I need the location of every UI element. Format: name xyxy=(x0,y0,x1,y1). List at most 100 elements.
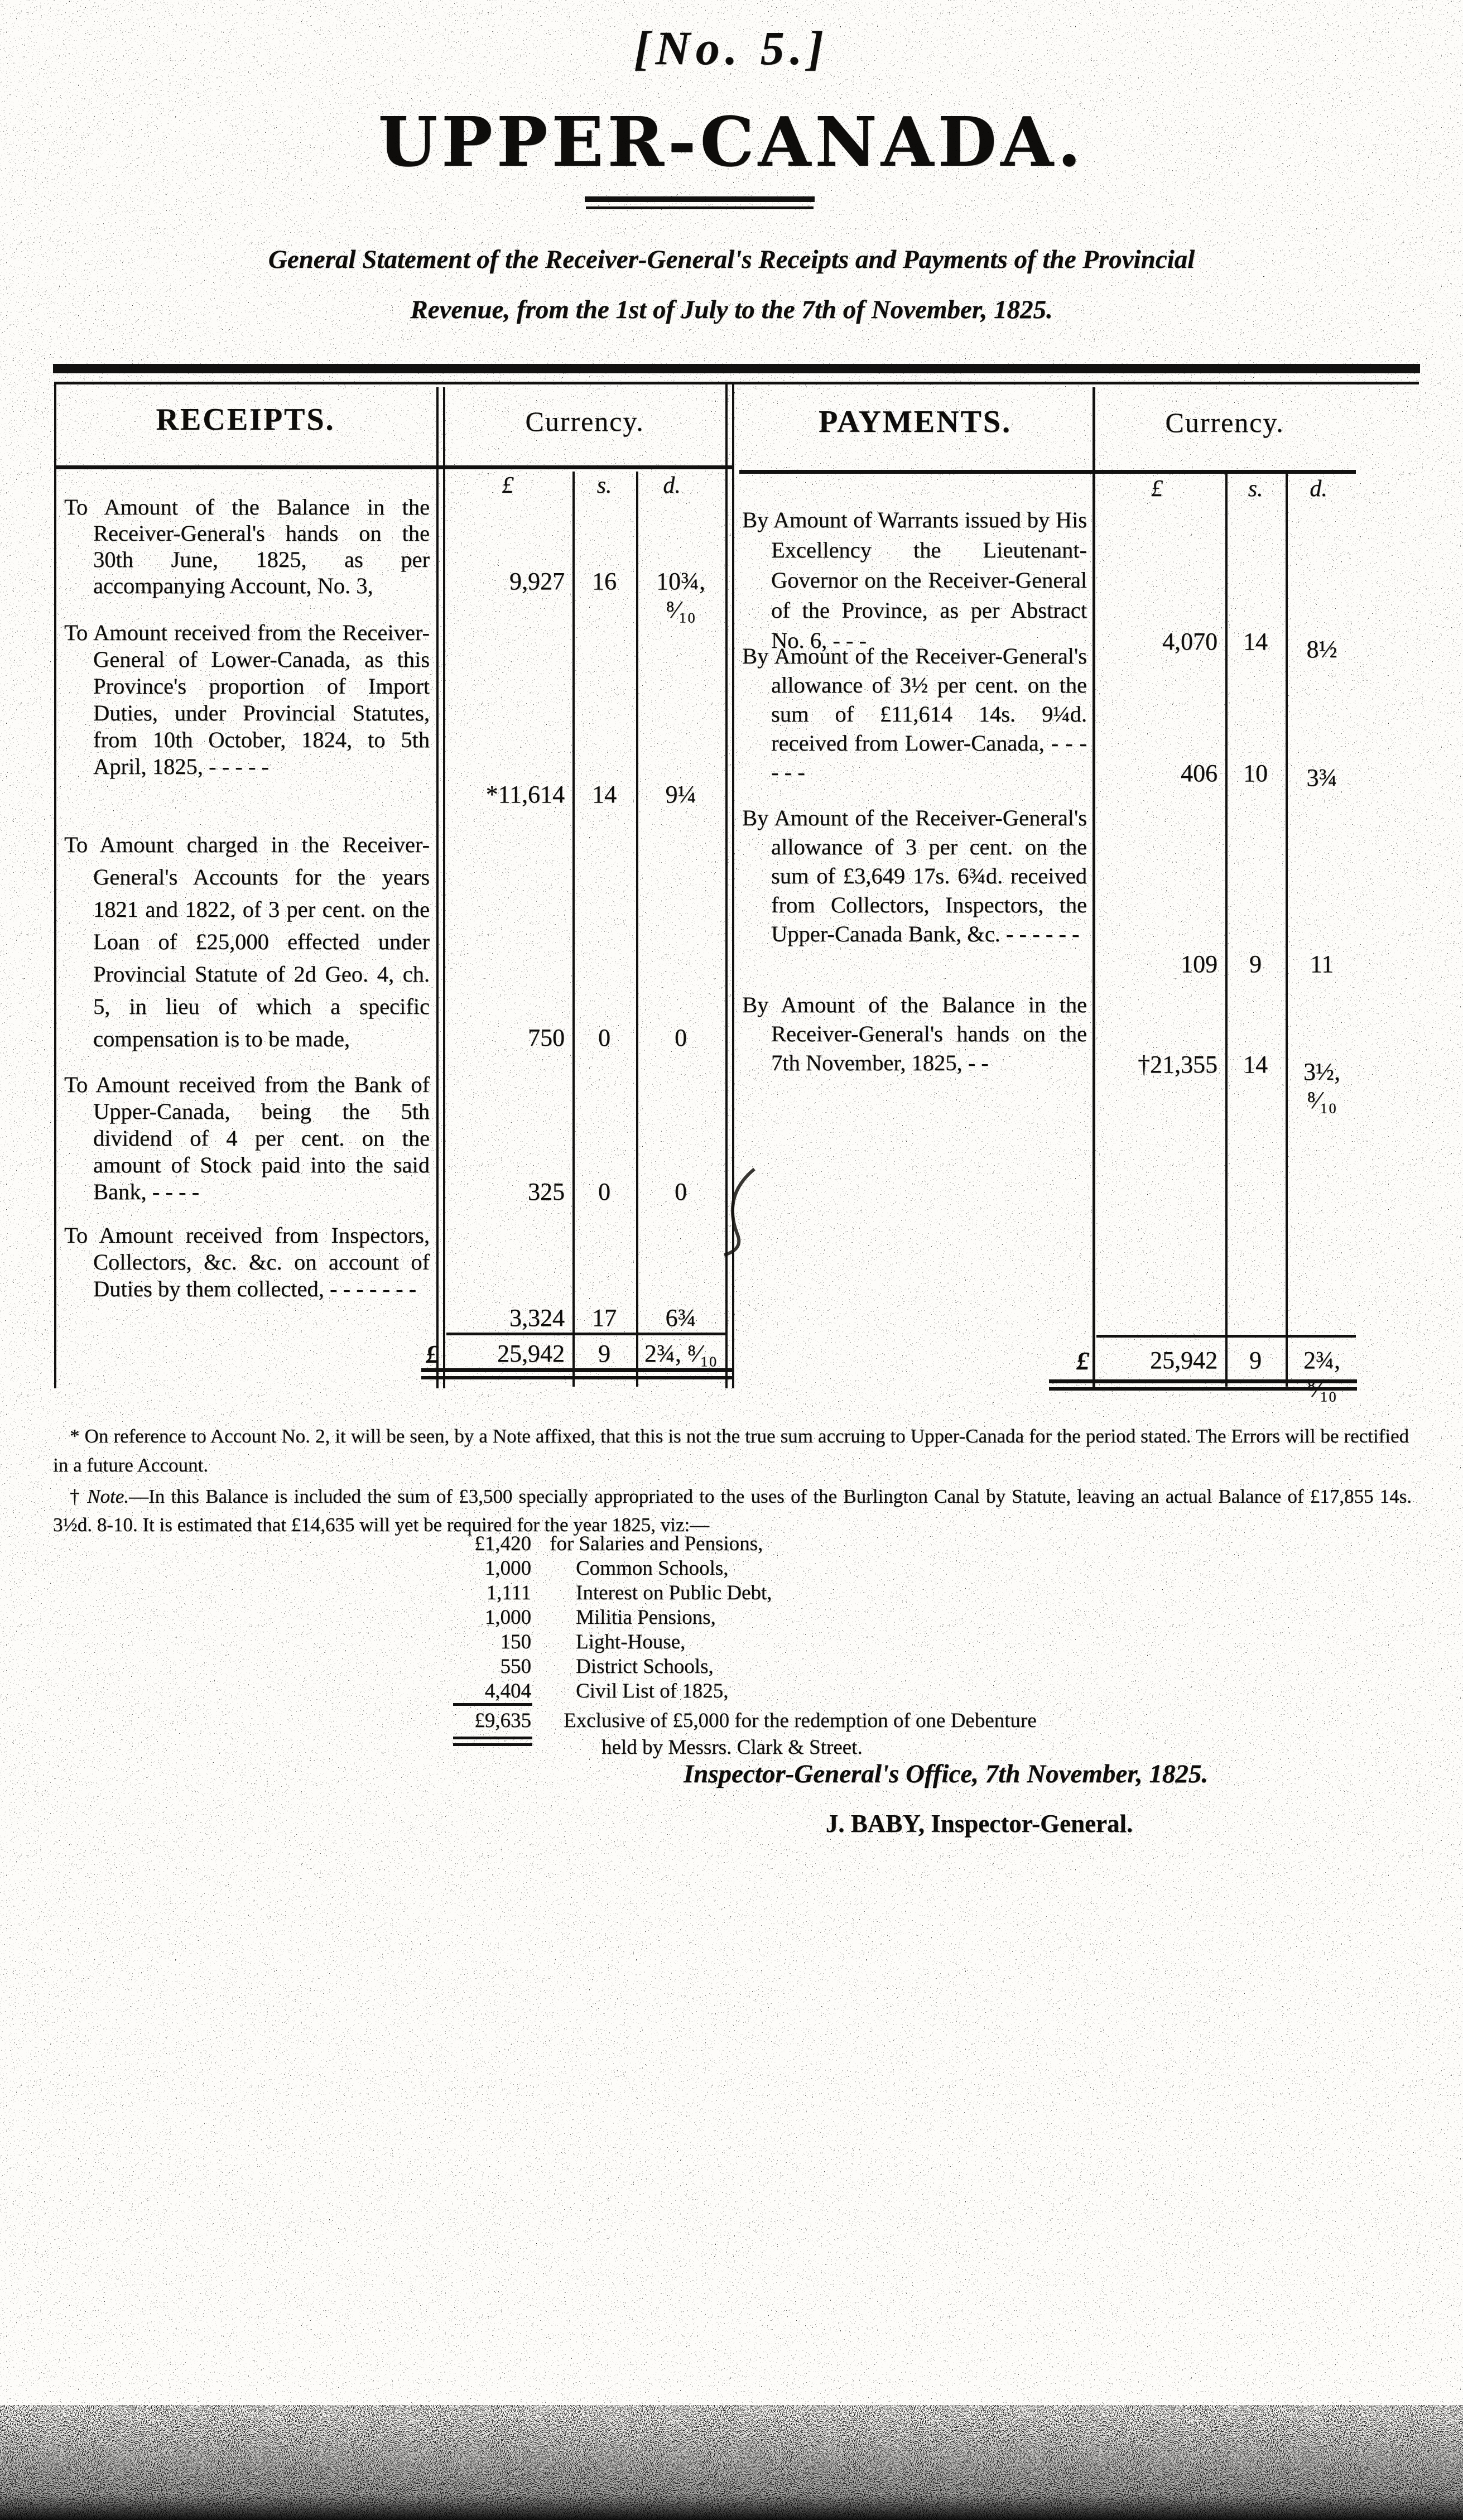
payments-amount-pence: 8½ xyxy=(1306,636,1337,663)
bottom-speckle-band xyxy=(0,2405,1463,2520)
estimate-item-label: District Schools, xyxy=(576,1655,714,1678)
estimate-item-amount: 1,111 xyxy=(486,1581,531,1604)
bottom-dark-band xyxy=(0,2416,1463,2520)
footnote-dagger-marker: † xyxy=(70,1485,88,1507)
receipts-row-description: To Amount charged in the Receiver-Genera… xyxy=(64,832,430,1051)
payments-total-pence: 2¾, ⁸⁄₁₀ xyxy=(1303,1346,1340,1402)
receipts-header-underline xyxy=(54,465,732,469)
estimate-total-double-rule-b xyxy=(453,1743,532,1746)
receipts-amount-pence: 0 xyxy=(675,1178,687,1205)
receipts-amount-pounds: *11,614 xyxy=(485,781,565,808)
receipts-amount-pence: 6¾ xyxy=(665,1304,696,1331)
receipts-total-rule xyxy=(446,1333,725,1335)
receipts-bottom-rule-b xyxy=(421,1376,734,1379)
payments-header: PAYMENTS. xyxy=(819,405,1012,439)
receipts-amount-pence: 10¾, ⁸⁄₁₀ xyxy=(656,568,705,623)
payments-amount-pence: 11 xyxy=(1310,950,1334,978)
payments-amount-pounds: 4,070 xyxy=(1162,628,1217,655)
payments-bottom-rule-a xyxy=(1049,1379,1357,1383)
payments-amount-shillings: 9 xyxy=(1249,950,1262,978)
estimate-total-amount: £9,635 xyxy=(474,1709,531,1732)
payments-bottom-rule-b xyxy=(1049,1387,1357,1391)
statement-line-1: General Statement of the Receiver-Genera… xyxy=(268,245,1195,274)
table-top-rule xyxy=(53,364,1420,373)
statement-line-2: Revenue, from the 1st of July to the 7th… xyxy=(410,295,1053,324)
table-left-border xyxy=(54,384,56,1388)
payments-s-col-header: s. xyxy=(1248,476,1263,502)
receipts-total-currency-symbol: £ xyxy=(426,1340,439,1368)
payments-amount-shillings: 14 xyxy=(1243,1051,1268,1078)
payments-amount-shillings: 10 xyxy=(1243,759,1268,787)
payments-currency-header: Currency. xyxy=(1165,407,1284,438)
payments-amount-shillings: 14 xyxy=(1243,628,1268,655)
receipts-row-description: To Amount received from Inspectors, Coll… xyxy=(64,1223,430,1301)
receipts-total-pounds: 25,942 xyxy=(497,1340,565,1367)
signature-office-line: Inspector-General's Office, 7th November… xyxy=(683,1759,1209,1788)
receipts-amount-shillings: 17 xyxy=(592,1304,617,1331)
payments-amount-pounds: 406 xyxy=(1181,759,1217,787)
receipts-amount-shillings: 14 xyxy=(592,781,617,808)
receipts-pound-s-divider xyxy=(572,472,575,1387)
pen-stroke-artifact xyxy=(724,1167,755,1257)
payments-amount-pounds: 109 xyxy=(1181,950,1217,978)
estimate-item-label: Common Schools, xyxy=(576,1557,729,1580)
receipts-amount-pence: 0 xyxy=(675,1024,687,1051)
doc-number: [No. 5.] xyxy=(634,21,829,75)
estimate-item-label: Militia Pensions, xyxy=(576,1606,716,1629)
estimate-total-rule xyxy=(453,1703,532,1706)
receipts-bottom-rule-a xyxy=(421,1368,734,1372)
estimate-total-label-2: held by Messrs. Clark & Street. xyxy=(601,1736,863,1759)
payments-total-shillings: 9 xyxy=(1249,1346,1262,1374)
payments-header-underline xyxy=(739,470,1356,474)
receipts-pound-col-header: £ xyxy=(502,473,514,498)
receipts-amount-shillings: 0 xyxy=(598,1024,610,1051)
estimate-item-label: Interest on Public Debt, xyxy=(576,1581,772,1604)
receipts-row-description: To Amount of the Balance in the Receiver… xyxy=(64,494,430,598)
receipts-row-description: To Amount received from the Receiver-Gen… xyxy=(64,620,430,779)
payments-row-description: By Amount of the Receiver-General's allo… xyxy=(742,805,1087,946)
receipts-amount-pounds: 750 xyxy=(528,1024,565,1051)
payments-row-description: By Amount of Warrants issued by His Exce… xyxy=(742,507,1087,653)
estimate-item-amount: 4,404 xyxy=(484,1680,531,1703)
estimate-total-double-rule-a xyxy=(453,1737,532,1739)
estimate-item-amount: 550 xyxy=(500,1655,532,1678)
payments-amount-pence: 3½, ⁸⁄₁₀ xyxy=(1303,1058,1340,1114)
receipts-amount-shillings: 0 xyxy=(598,1178,610,1205)
receipts-total-pence: 2¾, ⁸⁄₁₀ xyxy=(644,1340,718,1367)
payments-row-description: By Amount of the Balance in the Receiver… xyxy=(742,992,1087,1075)
estimate-item-amount: 1,000 xyxy=(484,1557,531,1580)
estimate-total-label-1: Exclusive of £5,000 for the redemption o… xyxy=(564,1709,1037,1732)
table-top-rule-thin xyxy=(54,382,1419,384)
estimate-item-label: for Salaries and Pensions, xyxy=(550,1532,763,1555)
footnote-dagger-text: —In this Balance is included the sum of … xyxy=(53,1485,1412,1536)
center-divider-a xyxy=(725,384,728,1388)
payments-total-currency-symbol: £ xyxy=(1076,1346,1089,1375)
signature-name: J. BABY, Inspector-General. xyxy=(825,1810,1133,1838)
footnote-star: * On reference to Account No. 2, it will… xyxy=(53,1425,1409,1476)
receipts-amount-pounds: 3,324 xyxy=(509,1304,565,1331)
payments-row-description: By Amount of the Receiver-General's allo… xyxy=(742,643,1087,785)
receipts-header: RECEIPTS. xyxy=(156,402,335,437)
payments-total-pounds: 25,942 xyxy=(1150,1346,1217,1374)
center-divider-b xyxy=(732,384,734,1388)
payments-amount-pence: 3¾ xyxy=(1306,764,1337,791)
title-rule-bottom xyxy=(586,206,814,209)
receipts-currency-divider-a xyxy=(436,387,439,1388)
page-title: UPPER-CANADA. xyxy=(378,102,1085,182)
receipts-row-description: To Amount received from the Bank of Uppe… xyxy=(64,1072,430,1204)
footnote-dagger-label: Note. xyxy=(87,1485,129,1507)
estimate-item-label: Civil List of 1825, xyxy=(576,1680,729,1703)
payments-currency-divider xyxy=(1093,387,1095,1388)
receipts-amount-pence: 9¼ xyxy=(665,781,696,808)
receipts-amount-shillings: 16 xyxy=(592,568,617,595)
estimate-item-amount: 150 xyxy=(500,1631,532,1653)
payments-pound-s-divider xyxy=(1225,472,1228,1387)
receipts-amount-pounds: 325 xyxy=(528,1178,565,1205)
receipts-total-shillings: 9 xyxy=(598,1340,610,1367)
estimate-item-label: Light-House, xyxy=(576,1631,686,1653)
receipts-s-col-header: s. xyxy=(596,473,612,498)
receipts-amount-pounds: 9,927 xyxy=(509,568,565,595)
receipts-currency-header: Currency. xyxy=(525,406,644,437)
receipts-d-col-header: d. xyxy=(663,473,681,498)
